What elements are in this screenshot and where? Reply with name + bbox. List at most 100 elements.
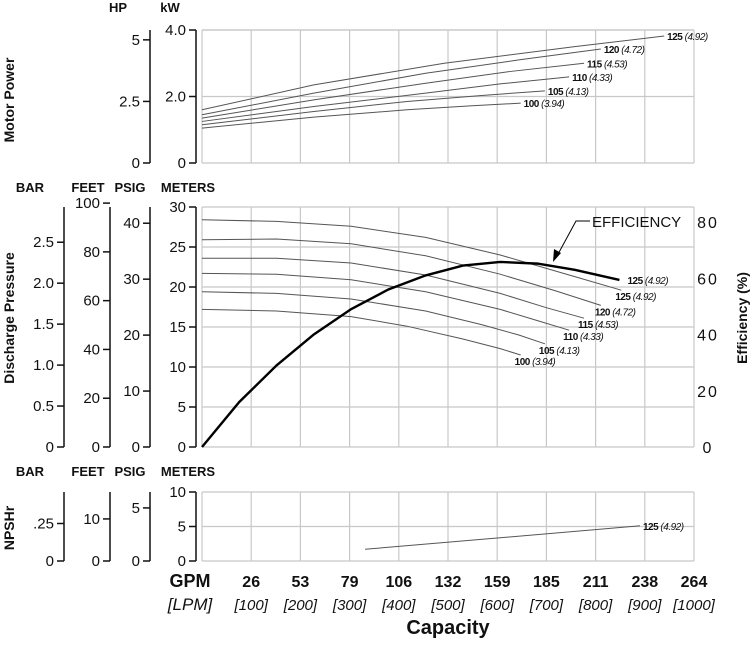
x-tick-lpm: [900] (627, 597, 662, 614)
tick-label: 30 (123, 271, 140, 288)
curve-label-125: 125 (4.92) (667, 32, 708, 43)
x-unit-gpm: GPM (169, 571, 210, 591)
curve-120 (201, 238, 601, 306)
x-tick-lpm: [600] (480, 597, 515, 614)
axis-unit-psig: PSIG (114, 180, 145, 195)
curve-125 (365, 525, 640, 550)
tick-label: 5 (132, 500, 140, 517)
tick-label: 2.5 (119, 93, 140, 110)
tick-label: 10 (169, 359, 186, 376)
curve-label-125: 125 (4.92) (643, 522, 684, 533)
axis-unit-feet: FEET (71, 180, 104, 195)
efficiency-tick-label: 0 (703, 440, 714, 457)
curve-125 (201, 35, 665, 111)
efficiency-curve-label: 125 (4.92) (627, 276, 668, 287)
tick-label: 0 (46, 553, 54, 570)
tick-label: 10 (123, 383, 140, 400)
x-tick-gpm: 79 (341, 574, 359, 591)
axis-unit-feet: FEET (71, 464, 104, 479)
tick-label: 25 (169, 239, 186, 256)
tick-label: 80 (83, 244, 100, 261)
tick-label: 0 (132, 553, 140, 570)
curve-110 (201, 76, 570, 122)
curve-100 (201, 308, 521, 356)
tick-label: 0 (132, 439, 140, 456)
curve-110 (201, 272, 570, 331)
x-tick-gpm: 106 (385, 574, 412, 591)
ylabel-motor-power: Motor Power (1, 57, 17, 142)
x-tick-lpm: [200] (283, 597, 318, 614)
tick-label: 40 (83, 341, 100, 358)
x-tick-lpm: [400] (381, 597, 416, 614)
tick-label: 2.5 (33, 234, 54, 251)
tick-label: 100 (75, 195, 100, 212)
x-tick-gpm: 211 (583, 574, 609, 591)
tick-label: 20 (83, 390, 100, 407)
tick-label: 4.0 (165, 22, 186, 39)
curve-120 (201, 48, 601, 116)
curve-label-110: 110 (4.33) (563, 332, 603, 343)
curve-label-105: 105 (4.13) (539, 346, 580, 357)
ylabel-discharge-pressure: Discharge Pressure (1, 252, 17, 384)
tick-label: 40 (123, 215, 140, 232)
tick-label: 5 (132, 32, 140, 49)
x-tick-lpm: [300] (332, 597, 367, 614)
tick-label: 5 (178, 399, 186, 416)
axis-unit-kw: kW (160, 0, 180, 15)
tick-label: 1.0 (33, 357, 54, 374)
axis-unit-bar: BAR (16, 464, 45, 479)
curve-label-115: 115 (4.53) (578, 320, 618, 331)
ylabel-efficiency: Efficiency (%) (734, 272, 750, 364)
x-axis-title: Capacity (406, 617, 490, 639)
tick-label: 60 (83, 293, 100, 310)
efficiency-tick-label: 80 (697, 215, 719, 232)
curve-125 (201, 219, 622, 291)
tick-label: 10 (83, 511, 100, 528)
tick-label: 0 (132, 155, 140, 172)
x-tick-lpm: [1000] (672, 597, 716, 614)
efficiency-tick-label: 60 (697, 271, 719, 288)
curve-label-125: 125 (4.92) (615, 292, 656, 303)
x-tick-gpm: 26 (242, 574, 260, 591)
ylabel-npshr: NPSHr (1, 505, 17, 550)
curve-label-110: 110 (4.33) (572, 73, 612, 84)
tick-label: 0 (178, 155, 186, 172)
curve-100 (201, 102, 521, 129)
curve-label-100: 100 (3.94) (524, 99, 565, 110)
efficiency-annotation: EFFICIENCY (592, 214, 681, 231)
axis-unit-meters: METERS (161, 464, 216, 479)
curve-115 (201, 62, 585, 119)
tick-label: 0 (92, 439, 100, 456)
tick-label: 10 (169, 484, 186, 501)
curve-105 (201, 90, 545, 126)
axis-unit-hp: HP (109, 0, 127, 15)
tick-label: 2.0 (165, 89, 186, 106)
tick-label: 0 (178, 439, 186, 456)
tick-label: 0 (46, 439, 54, 456)
efficiency-tick-label: 20 (697, 384, 719, 401)
tick-label: 15 (169, 319, 186, 336)
x-tick-gpm: 238 (631, 574, 658, 591)
curve-105 (201, 291, 546, 345)
tick-label: .25 (33, 516, 54, 533)
curve-label-100: 100 (3.94) (515, 357, 556, 368)
efficiency-curve (201, 260, 620, 448)
curve-label-120: 120 (4.72) (595, 307, 636, 318)
x-tick-lpm: [500] (430, 597, 465, 614)
tick-label: 0.5 (33, 398, 54, 415)
x-tick-gpm: 264 (681, 574, 708, 591)
tick-label: 1.5 (33, 316, 54, 333)
tick-label: 0 (92, 553, 100, 570)
efficiency-arrow (556, 220, 590, 257)
x-tick-gpm: 132 (435, 574, 462, 591)
x-tick-gpm: 53 (292, 574, 310, 591)
curve-label-120: 120 (4.72) (604, 45, 645, 56)
tick-label: 20 (169, 279, 186, 296)
efficiency-tick-label: 40 (697, 328, 719, 345)
x-tick-gpm: 159 (484, 574, 511, 591)
x-unit-lpm: [LPM] (167, 595, 214, 614)
axis-unit-meters: METERS (161, 180, 216, 195)
curve-label-105: 105 (4.13) (548, 87, 589, 98)
tick-label: 20 (123, 327, 140, 344)
